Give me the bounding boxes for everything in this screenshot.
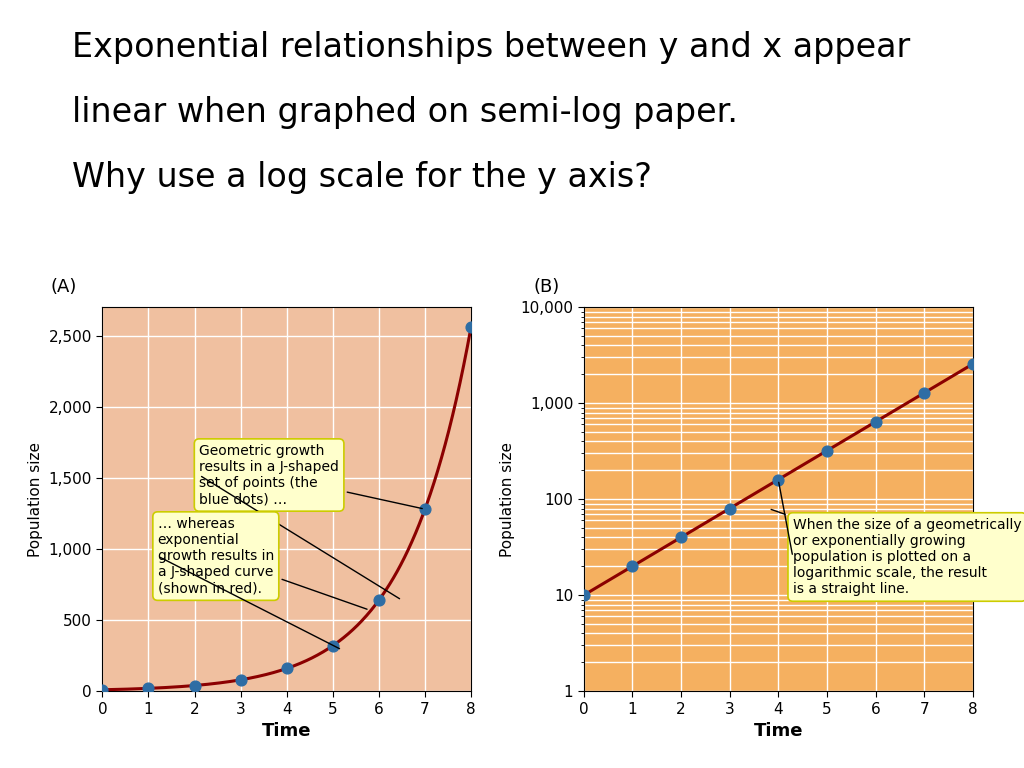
Point [721, 502, 737, 515]
X-axis label: Time: Time [754, 722, 803, 740]
Text: (B): (B) [534, 278, 559, 296]
Point [770, 473, 786, 485]
Point [417, 503, 433, 515]
Point [965, 358, 981, 370]
Point [279, 662, 295, 674]
Point [915, 387, 932, 399]
Text: Exponential relationships between y and x appear: Exponential relationships between y and … [72, 31, 910, 64]
Point [463, 321, 479, 333]
Text: When the size of a geometrically
or exponentially growing
population is plotted : When the size of a geometrically or expo… [771, 509, 1022, 597]
Point [94, 684, 111, 696]
X-axis label: Time: Time [262, 722, 311, 740]
Y-axis label: Population size: Population size [28, 442, 43, 557]
Point [624, 560, 641, 572]
Text: linear when graphed on semi-log paper.: linear when graphed on semi-log paper. [72, 96, 737, 129]
Point [673, 531, 689, 544]
Text: Geometric growth
results in a J-shaped
set of ρoints (the
blue dots) …: Geometric growth results in a J-shaped s… [199, 444, 422, 508]
Text: … whereas
exponential
growth results in
a J-shaped curve
(shown in red).: … whereas exponential growth results in … [158, 517, 367, 609]
Point [575, 589, 592, 601]
Point [371, 594, 387, 606]
Point [818, 445, 835, 457]
Y-axis label: Population size: Population size [500, 442, 515, 557]
Point [186, 680, 203, 692]
Point [325, 640, 341, 652]
Point [232, 674, 249, 686]
Text: Why use a log scale for the y axis?: Why use a log scale for the y axis? [72, 161, 651, 194]
Point [140, 682, 157, 694]
Point [867, 415, 884, 428]
Text: (A): (A) [51, 278, 77, 296]
